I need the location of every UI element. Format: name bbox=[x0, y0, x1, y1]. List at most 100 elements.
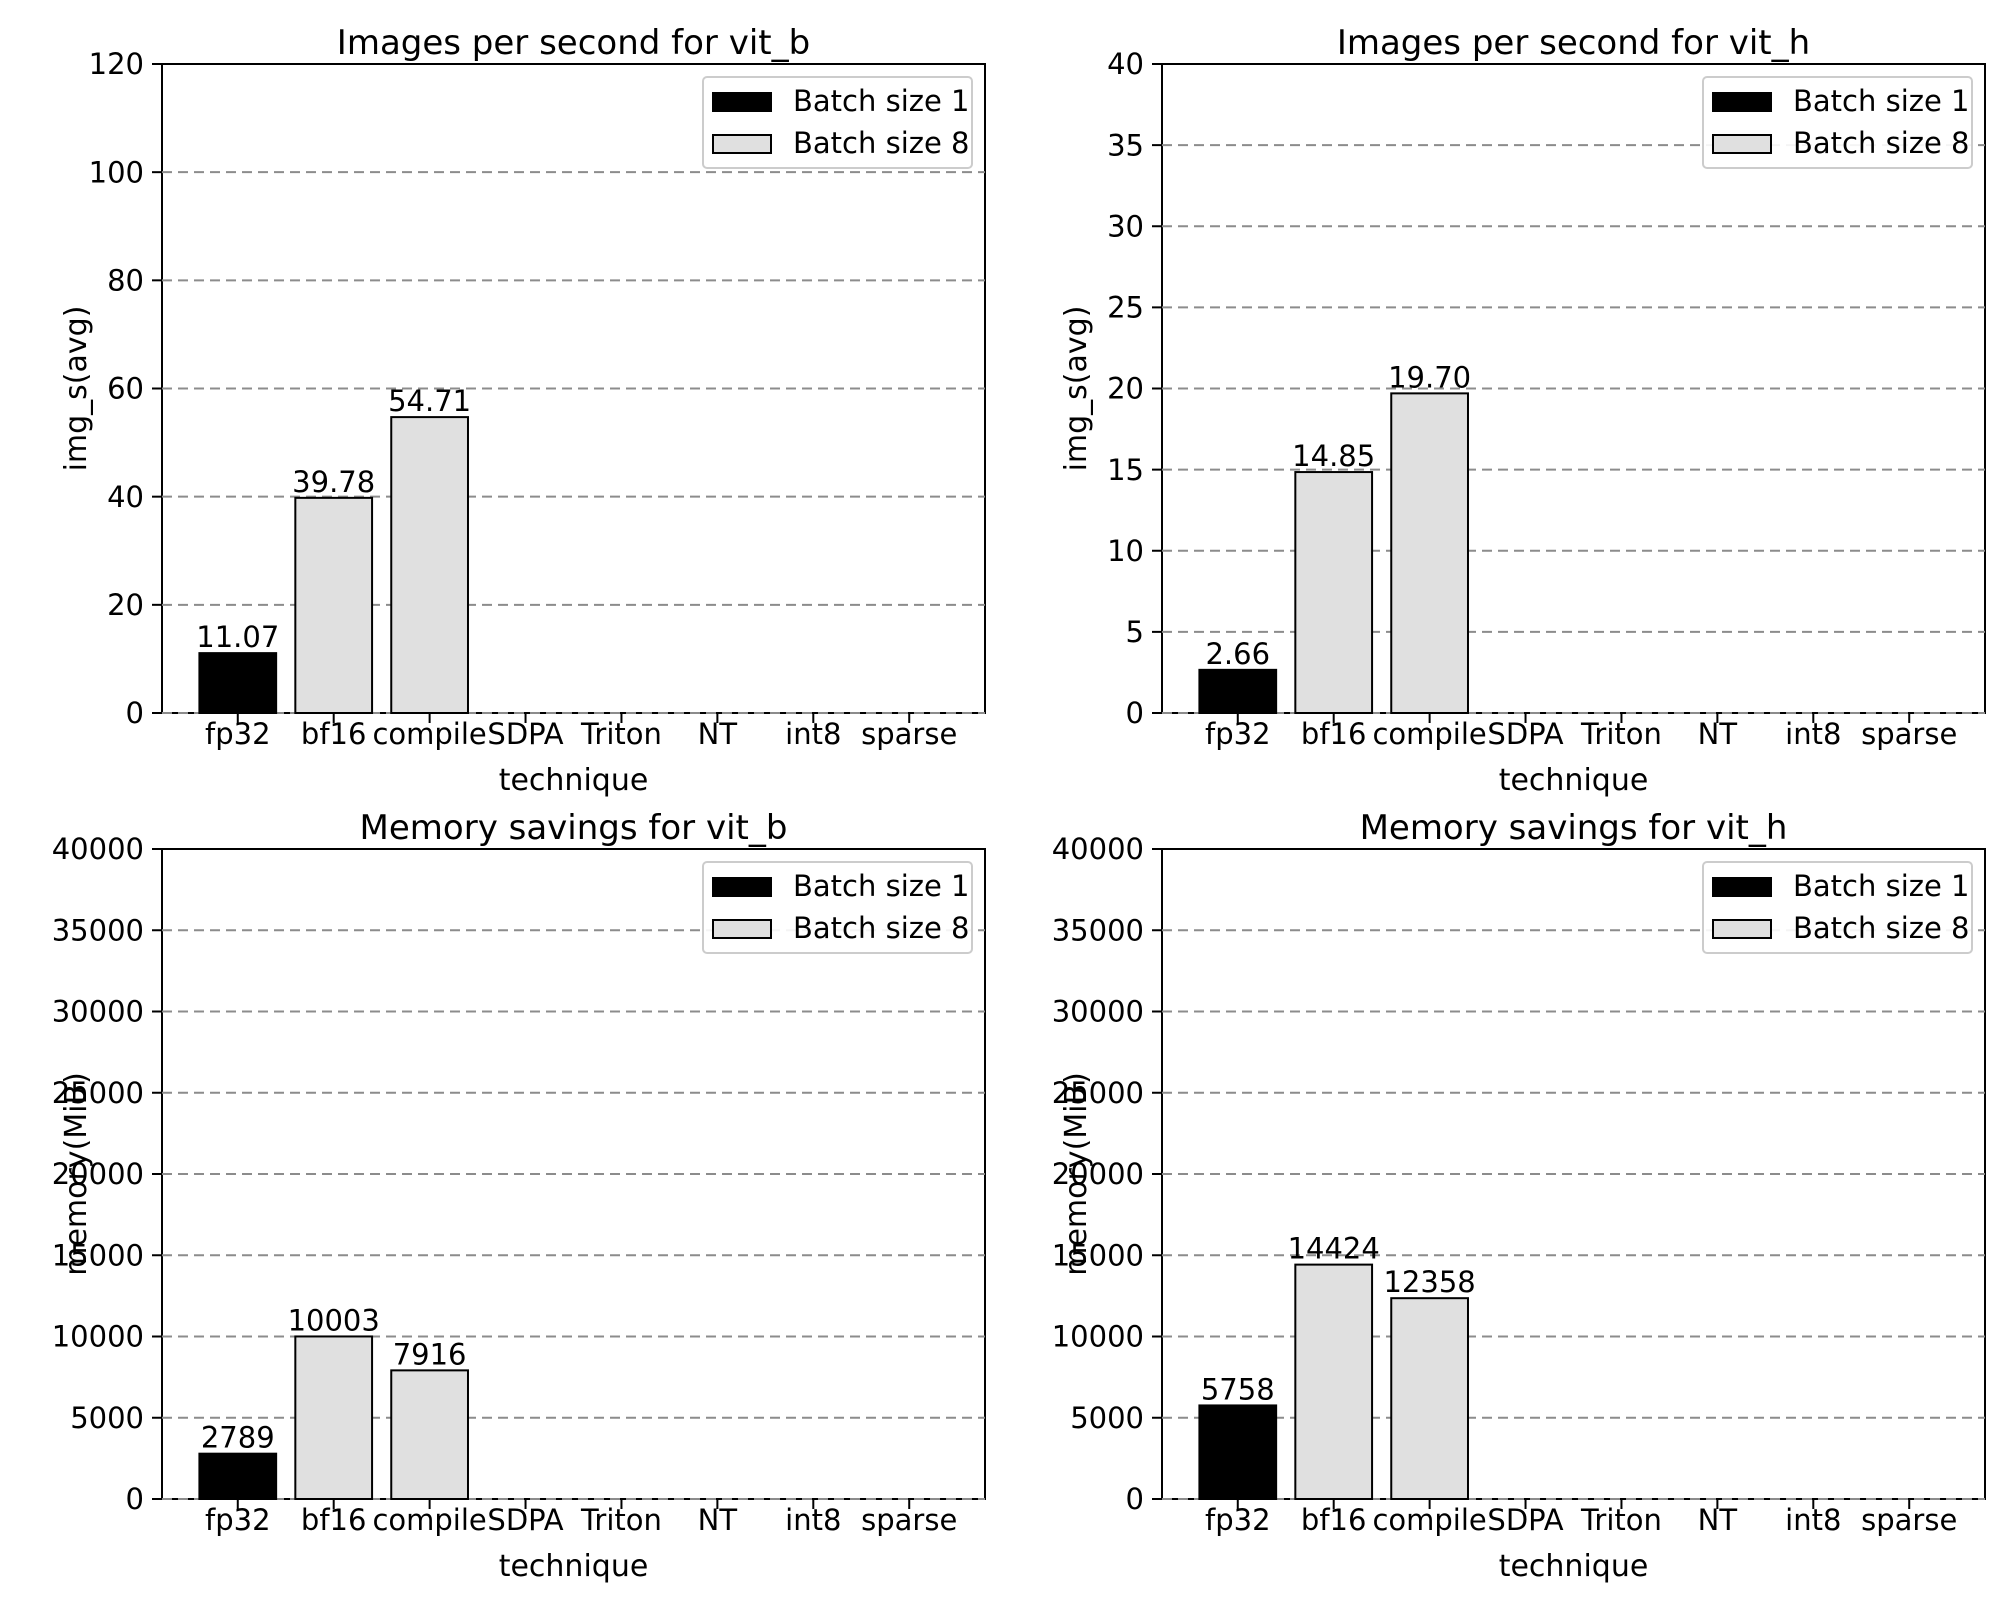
y-tick-label: 0 bbox=[126, 696, 144, 730]
bar-value-label: 11.07 bbox=[196, 620, 279, 654]
x-tick-label: sparse bbox=[1861, 1503, 1957, 1537]
y-tick-label: 30000 bbox=[52, 995, 144, 1029]
y-tick-label: 120 bbox=[89, 47, 144, 81]
x-tick-label: compile bbox=[1372, 1503, 1486, 1537]
bar-fp32 bbox=[1198, 668, 1278, 714]
y-axis-label: memory(MiB) bbox=[1059, 1072, 1094, 1276]
y-tick-label: 40000 bbox=[1052, 832, 1144, 866]
y-tick-label: 0 bbox=[1126, 696, 1144, 730]
y-tick-label: 5 bbox=[1126, 615, 1144, 649]
y-tick-label: 40000 bbox=[52, 832, 144, 866]
y-tick-label: 30 bbox=[1107, 209, 1144, 243]
x-tick-label: NT bbox=[1698, 717, 1738, 751]
bar-fp32 bbox=[198, 652, 278, 715]
bar-value-label: 10003 bbox=[288, 1303, 380, 1337]
y-tick-label: 40 bbox=[107, 480, 144, 514]
bar-value-label: 39.78 bbox=[292, 465, 375, 499]
legend-swatch bbox=[712, 134, 772, 154]
x-tick-label: fp32 bbox=[205, 1503, 271, 1537]
x-tick-label: compile bbox=[372, 1503, 486, 1537]
y-axis-label: img_s(avg) bbox=[59, 306, 94, 472]
bar-compile bbox=[390, 416, 469, 714]
x-tick-label: bf16 bbox=[1301, 717, 1367, 751]
x-tick-label: NT bbox=[698, 717, 738, 751]
y-tick-label: 10000 bbox=[52, 1320, 144, 1354]
x-tick-label: SDPA bbox=[1487, 1503, 1563, 1537]
y-tick-label: 30000 bbox=[1052, 995, 1144, 1029]
bar-bf16 bbox=[294, 1335, 374, 1500]
y-tick-label: 35000 bbox=[52, 913, 144, 947]
legend-label: Batch size 1 bbox=[793, 869, 969, 903]
legend-swatch bbox=[1712, 92, 1772, 112]
x-tick-label: Triton bbox=[1580, 1503, 1662, 1537]
legend-swatch bbox=[1712, 134, 1772, 154]
y-tick-label: 20 bbox=[1107, 372, 1144, 406]
x-tick-label: sparse bbox=[861, 1503, 957, 1537]
legend-label: Batch size 8 bbox=[1793, 126, 1969, 160]
x-tick-label: Triton bbox=[1580, 717, 1662, 751]
x-axis-label: technique bbox=[1499, 763, 1649, 798]
x-tick-label: fp32 bbox=[205, 717, 271, 751]
legend-label: Batch size 1 bbox=[1793, 84, 1969, 118]
chart-title: Images per second for vit_h bbox=[1337, 23, 1810, 63]
y-axis-label: img_s(avg) bbox=[1059, 306, 1094, 472]
bar-value-label: 19.70 bbox=[1388, 360, 1471, 394]
y-tick-label: 15 bbox=[1107, 453, 1144, 487]
bar-value-label: 2789 bbox=[201, 1421, 275, 1455]
x-tick-label: sparse bbox=[861, 717, 957, 751]
bar-value-label: 14424 bbox=[1288, 1232, 1380, 1266]
legend-label: Batch size 8 bbox=[1793, 911, 1969, 945]
legend-swatch bbox=[712, 919, 772, 939]
x-tick-label: fp32 bbox=[1205, 1503, 1271, 1537]
y-tick-label: 100 bbox=[89, 155, 144, 189]
x-tick-label: sparse bbox=[1861, 717, 1957, 751]
y-tick-label: 40 bbox=[1107, 47, 1144, 81]
x-tick-label: Triton bbox=[580, 717, 662, 751]
bar-fp32 bbox=[198, 1452, 278, 1501]
subplot-img-per-sec-vit_b: 11.07 39.78 54.71 0 20 40 60 80 100 120 fp32 bf16 co… bbox=[59, 23, 986, 798]
x-tick-label: int8 bbox=[785, 717, 841, 751]
chart-title: Memory savings for vit_b bbox=[360, 808, 788, 848]
y-tick-label: 35000 bbox=[1052, 913, 1144, 947]
legend-label: Batch size 8 bbox=[793, 911, 969, 945]
x-tick-label: int8 bbox=[1785, 1503, 1841, 1537]
y-tick-label: 10 bbox=[1107, 534, 1144, 568]
bar-value-label: 2.66 bbox=[1205, 637, 1270, 671]
x-tick-label: fp32 bbox=[1205, 717, 1271, 751]
bar-bf16 bbox=[1294, 471, 1374, 714]
x-axis-label: technique bbox=[1499, 1549, 1649, 1584]
y-tick-label: 25 bbox=[1107, 291, 1144, 325]
x-axis-label: technique bbox=[499, 763, 649, 798]
bar-bf16 bbox=[294, 496, 374, 714]
bar-value-label: 5758 bbox=[1201, 1372, 1275, 1406]
bar-value-label: 12358 bbox=[1383, 1265, 1475, 1299]
y-tick-label: 20000 bbox=[1052, 1157, 1144, 1191]
y-tick-label: 25000 bbox=[52, 1076, 144, 1110]
legend-swatch bbox=[712, 92, 772, 112]
bar-value-label: 54.71 bbox=[388, 384, 471, 418]
legend-swatch bbox=[1712, 877, 1772, 897]
y-tick-label: 0 bbox=[1126, 1482, 1144, 1516]
x-tick-label: int8 bbox=[785, 1503, 841, 1537]
y-tick-label: 5000 bbox=[70, 1401, 144, 1435]
legend-label: Batch size 1 bbox=[793, 84, 969, 118]
bar-compile bbox=[1390, 392, 1469, 714]
y-tick-label: 15000 bbox=[52, 1238, 144, 1272]
x-tick-label: NT bbox=[698, 1503, 738, 1537]
y-tick-label: 60 bbox=[107, 372, 144, 406]
y-axis-label: memory(MiB) bbox=[59, 1072, 94, 1276]
x-tick-label: compile bbox=[372, 717, 486, 751]
y-tick-label: 35 bbox=[1107, 128, 1144, 162]
x-tick-label: SDPA bbox=[1487, 717, 1563, 751]
y-tick-label: 20000 bbox=[52, 1157, 144, 1191]
y-tick-label: 25000 bbox=[1052, 1076, 1144, 1110]
legend-label: Batch size 1 bbox=[1793, 869, 1969, 903]
subplot-img-per-sec-vit_h: 2.66 14.85 19.70 0 5 10 15 20 25 30 35 40 fp32 bf16 co… bbox=[1059, 23, 1986, 798]
bar-bf16 bbox=[1294, 1263, 1374, 1500]
bar-compile bbox=[1390, 1297, 1469, 1500]
bar-fp32 bbox=[1198, 1404, 1278, 1500]
x-tick-label: SDPA bbox=[487, 1503, 563, 1537]
y-tick-label: 15000 bbox=[1052, 1238, 1144, 1272]
